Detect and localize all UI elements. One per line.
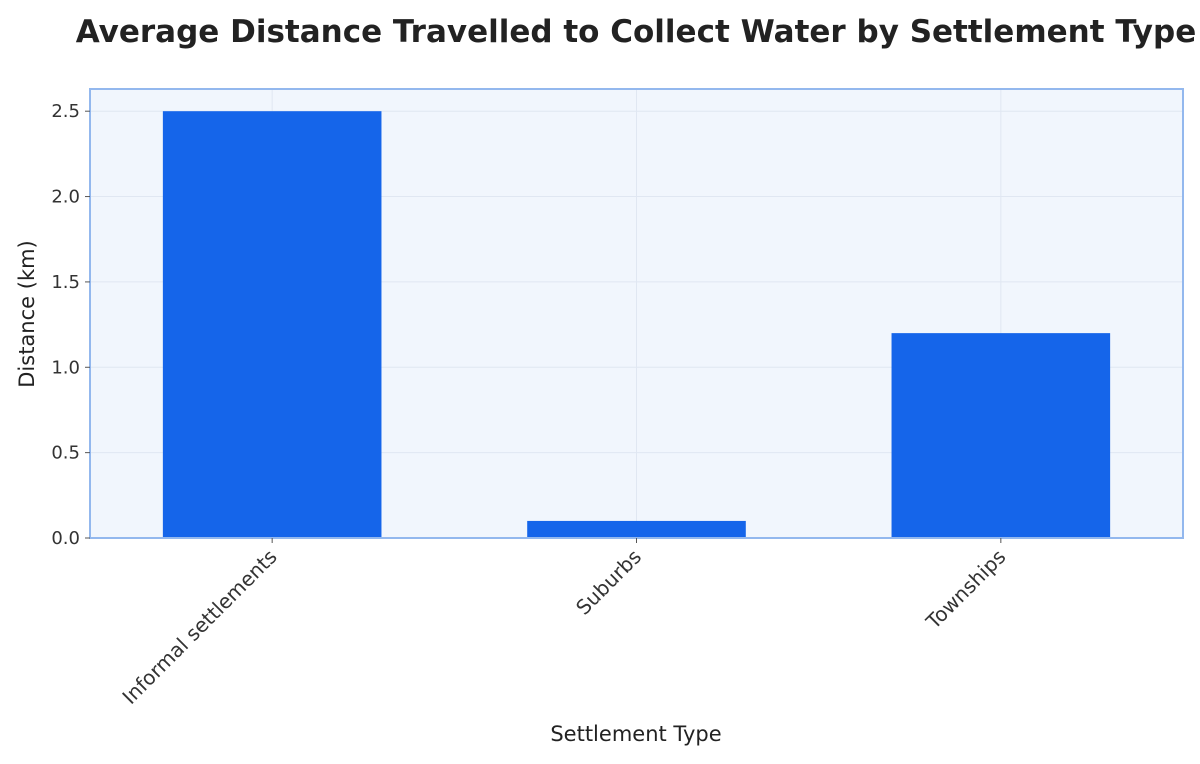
- x-tick-label: Townships: [921, 545, 1011, 635]
- y-tick-label: 2.0: [51, 187, 80, 208]
- chart-title: Average Distance Travelled to Collect Wa…: [76, 14, 1196, 50]
- x-axis-ticks: Informal settlements Suburbs Townships: [117, 538, 1010, 709]
- x-axis-label: Settlement Type: [550, 722, 721, 746]
- bars-group: [162, 111, 1111, 539]
- x-tick-label: Suburbs: [571, 545, 646, 620]
- bar-townships: [891, 333, 1111, 538]
- bar-suburbs: [527, 520, 746, 538]
- y-tick-label: 0.0: [51, 528, 80, 549]
- y-axis-ticks: 0.0 0.5 1.0 1.5 2.0 2.5: [51, 101, 90, 549]
- y-tick-label: 0.5: [51, 443, 80, 464]
- y-tick-label: 1.5: [51, 272, 80, 293]
- bar-informal-settlements: [162, 111, 382, 539]
- x-tick-label: Informal settlements: [117, 545, 281, 709]
- y-tick-label: 1.0: [51, 357, 80, 378]
- y-tick-label: 2.5: [51, 101, 80, 122]
- y-axis-label: Distance (km): [15, 240, 39, 388]
